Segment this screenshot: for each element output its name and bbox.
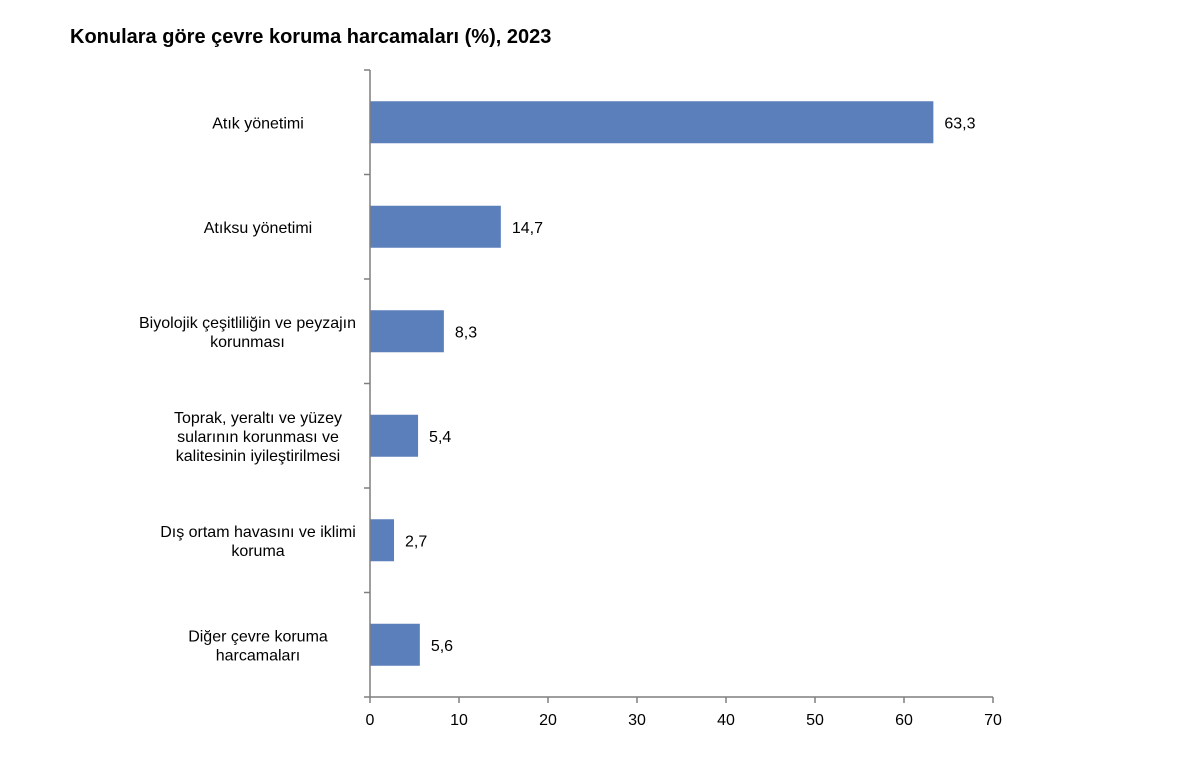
value-label-2: 8,3 <box>455 324 477 341</box>
category-label-line: harcamaları <box>216 647 300 664</box>
bar-3 <box>370 414 419 457</box>
x-tick-label-0: 0 <box>366 712 375 729</box>
category-label-3: Toprak, yeraltı ve yüzey sularının korunm… <box>174 410 342 465</box>
category-label-line: Biyolojik çeşitliliğin ve peyzajın <box>139 315 356 332</box>
category-label-line: Atıksu yönetimi <box>204 220 312 237</box>
category-label-line: Toprak, yeraltı ve yüzey <box>174 410 342 427</box>
bar-2 <box>370 310 444 353</box>
category-label-line: korunması <box>210 334 285 351</box>
category-label-5: Diğer çevre koruma harcamaları <box>188 628 328 664</box>
x-tick-label-5: 50 <box>806 712 824 729</box>
value-label-4: 2,7 <box>405 533 427 550</box>
axes-layer <box>364 69 994 703</box>
value-label-1: 14,7 <box>512 220 543 237</box>
bars-layer <box>370 101 934 666</box>
category-label-2: Biyolojik çeşitliliğin ve peyzajın korunm… <box>139 315 356 351</box>
category-label-line: Dış ortam havasını ve iklimi <box>160 524 356 541</box>
category-label-line: Atık yönetimi <box>212 115 304 132</box>
category-label-line: kalitesinin iyileştirilmesi <box>176 448 340 465</box>
bar-4 <box>370 519 395 562</box>
category-label-line: Diğer çevre koruma <box>188 628 328 645</box>
bar-5 <box>370 623 420 666</box>
value-label-5: 5,6 <box>431 638 453 655</box>
x-tick-label-7: 70 <box>984 712 1002 729</box>
labels-layer: 63,3 Atık yönetimi 14,7 Atıksu yönetimi 8,3 B… <box>139 115 1002 729</box>
x-tick-label-6: 60 <box>895 712 913 729</box>
category-label-line: koruma <box>231 543 284 560</box>
x-tick-label-4: 40 <box>717 712 735 729</box>
x-tick-label-1: 10 <box>450 712 468 729</box>
chart-title: Konulara göre çevre koruma harcamaları (… <box>70 26 552 48</box>
bar-0 <box>370 101 934 144</box>
category-label-1: Atıksu yönetimi <box>204 220 312 237</box>
category-label-line: sularının korunması ve <box>177 429 339 446</box>
value-label-0: 63,3 <box>944 115 975 132</box>
x-tick-label-3: 30 <box>628 712 646 729</box>
bar-1 <box>370 205 501 248</box>
value-label-3: 5,4 <box>429 429 451 446</box>
category-label-0: Atık yönetimi <box>212 115 304 132</box>
category-label-4: Dış ortam havasını ve iklimi koruma <box>160 524 356 560</box>
x-tick-label-2: 20 <box>539 712 557 729</box>
